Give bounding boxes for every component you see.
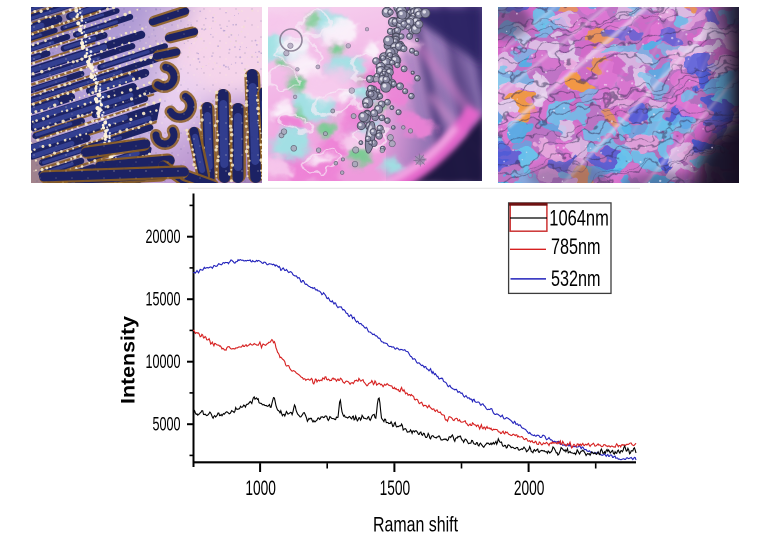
svg-text:1000: 1000: [245, 477, 276, 500]
svg-text:20000: 20000: [146, 226, 181, 248]
svg-text:532nm: 532nm: [551, 266, 601, 291]
svg-text:785nm: 785nm: [551, 234, 601, 259]
svg-text:10000: 10000: [146, 351, 181, 373]
svg-text:15000: 15000: [146, 289, 181, 311]
svg-text:5000: 5000: [153, 414, 181, 436]
svg-text:2000: 2000: [514, 477, 545, 500]
svg-text:1064nm: 1064nm: [549, 206, 609, 231]
svg-text:Intensity: Intensity: [119, 316, 140, 404]
svg-text:1500: 1500: [380, 477, 411, 500]
svg-text:Raman shift: Raman shift: [373, 514, 458, 537]
